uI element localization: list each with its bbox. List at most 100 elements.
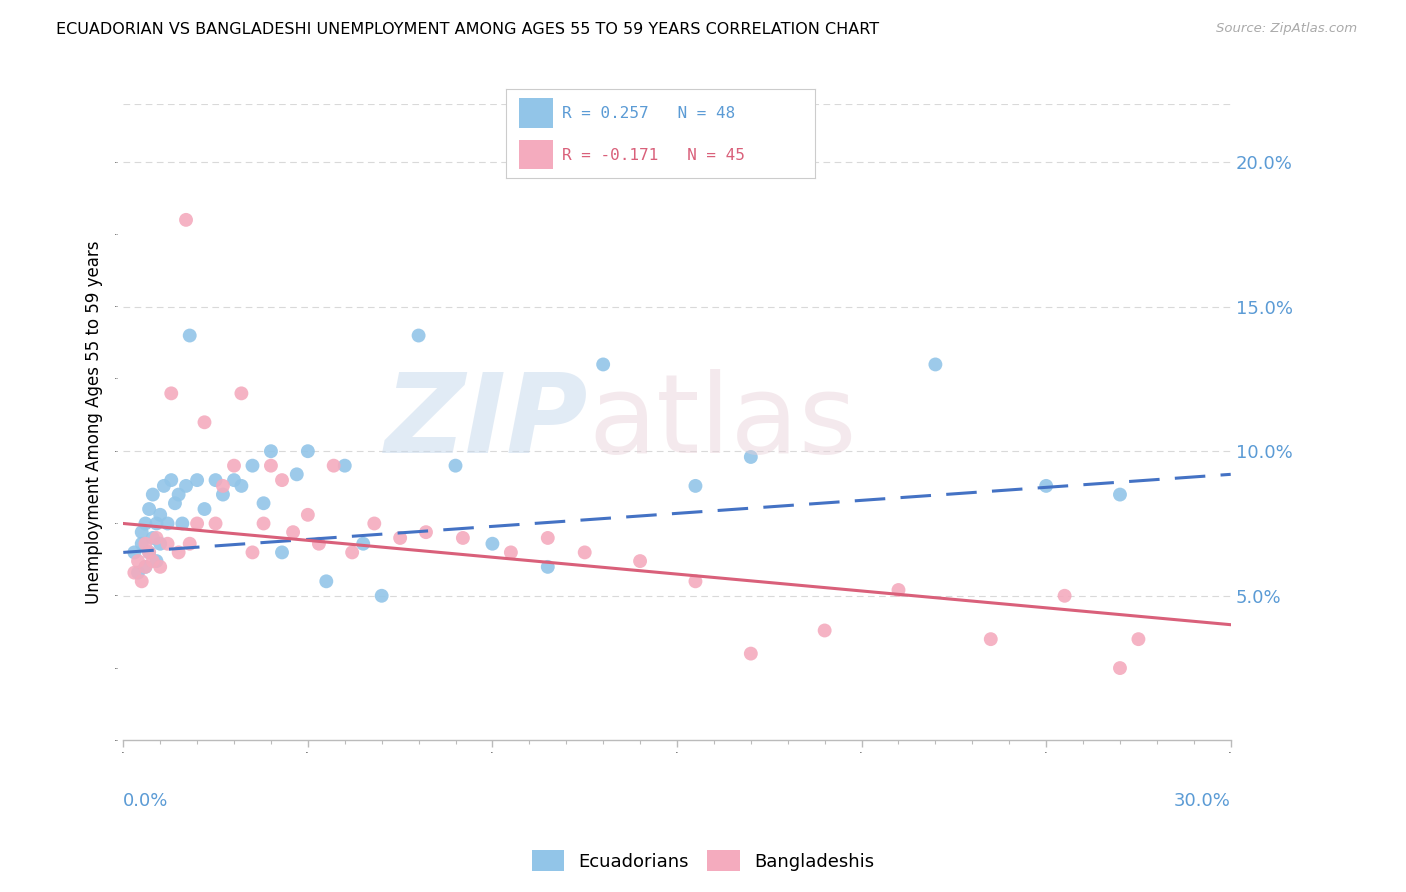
Y-axis label: Unemployment Among Ages 55 to 59 years: Unemployment Among Ages 55 to 59 years — [86, 241, 103, 604]
Point — [127, 554, 149, 568]
Point — [980, 632, 1002, 647]
Point — [297, 444, 319, 458]
Point — [370, 589, 392, 603]
Point — [124, 566, 146, 580]
FancyBboxPatch shape — [519, 98, 553, 128]
Point — [186, 473, 208, 487]
Legend: Ecuadorians, Bangladeshis: Ecuadorians, Bangladeshis — [524, 843, 882, 879]
Text: ZIP: ZIP — [385, 368, 588, 475]
Point — [156, 516, 179, 531]
Point — [212, 479, 235, 493]
Point — [231, 479, 253, 493]
Point — [167, 487, 190, 501]
Point — [333, 458, 356, 473]
Point — [204, 473, 226, 487]
Point — [628, 554, 651, 568]
Point — [408, 328, 430, 343]
Point — [138, 502, 160, 516]
Point — [174, 479, 197, 493]
Point — [242, 458, 264, 473]
Point — [163, 496, 186, 510]
Point — [685, 574, 707, 589]
Text: R = 0.257   N = 48: R = 0.257 N = 48 — [562, 106, 735, 120]
Point — [131, 537, 153, 551]
Point — [1128, 632, 1150, 647]
Point — [252, 496, 274, 510]
Point — [242, 545, 264, 559]
Point — [252, 516, 274, 531]
Point — [271, 545, 294, 559]
Point — [156, 537, 179, 551]
Point — [740, 450, 762, 464]
Point — [153, 479, 176, 493]
Point — [142, 487, 165, 501]
Point — [131, 525, 153, 540]
Point — [127, 566, 149, 580]
Point — [145, 531, 167, 545]
Point — [179, 328, 201, 343]
Point — [149, 559, 172, 574]
Point — [685, 479, 707, 493]
Point — [887, 582, 910, 597]
Point — [222, 473, 245, 487]
Point — [179, 537, 201, 551]
Point — [592, 358, 614, 372]
Point — [340, 545, 363, 559]
Point — [222, 458, 245, 473]
Point — [537, 559, 560, 574]
Text: R = -0.171   N = 45: R = -0.171 N = 45 — [562, 148, 745, 162]
Point — [138, 545, 160, 559]
Point — [271, 473, 294, 487]
Text: 30.0%: 30.0% — [1174, 792, 1230, 811]
Point — [134, 559, 156, 574]
Point — [260, 444, 283, 458]
Point — [204, 516, 226, 531]
Point — [160, 473, 183, 487]
Point — [285, 467, 308, 482]
Point — [134, 537, 156, 551]
Point — [142, 531, 165, 545]
Point — [149, 537, 172, 551]
Point — [193, 415, 215, 429]
Point — [145, 554, 167, 568]
Point — [260, 458, 283, 473]
Point — [131, 574, 153, 589]
Point — [142, 554, 165, 568]
Point — [1109, 487, 1132, 501]
Point — [134, 516, 156, 531]
Point — [134, 559, 156, 574]
Point — [281, 525, 304, 540]
Text: ECUADORIAN VS BANGLADESHI UNEMPLOYMENT AMONG AGES 55 TO 59 YEARS CORRELATION CHA: ECUADORIAN VS BANGLADESHI UNEMPLOYMENT A… — [56, 22, 879, 37]
Point — [574, 545, 596, 559]
Point — [415, 525, 437, 540]
Point — [231, 386, 253, 401]
Point — [124, 545, 146, 559]
Point — [924, 358, 946, 372]
Point — [145, 516, 167, 531]
Point — [297, 508, 319, 522]
Point — [1053, 589, 1076, 603]
Point — [1035, 479, 1057, 493]
Point — [167, 545, 190, 559]
Point — [740, 647, 762, 661]
Point — [389, 531, 412, 545]
Point — [444, 458, 467, 473]
Point — [174, 212, 197, 227]
Point — [172, 516, 194, 531]
Text: atlas: atlas — [588, 368, 856, 475]
Point — [814, 624, 837, 638]
Point — [499, 545, 522, 559]
Point — [212, 487, 235, 501]
Point — [537, 531, 560, 545]
FancyBboxPatch shape — [519, 140, 553, 169]
Point — [149, 508, 172, 522]
Point — [138, 545, 160, 559]
Point — [1109, 661, 1132, 675]
Point — [186, 516, 208, 531]
Point — [308, 537, 330, 551]
Point — [451, 531, 474, 545]
Point — [193, 502, 215, 516]
Point — [481, 537, 503, 551]
Text: Source: ZipAtlas.com: Source: ZipAtlas.com — [1216, 22, 1357, 36]
Point — [315, 574, 337, 589]
